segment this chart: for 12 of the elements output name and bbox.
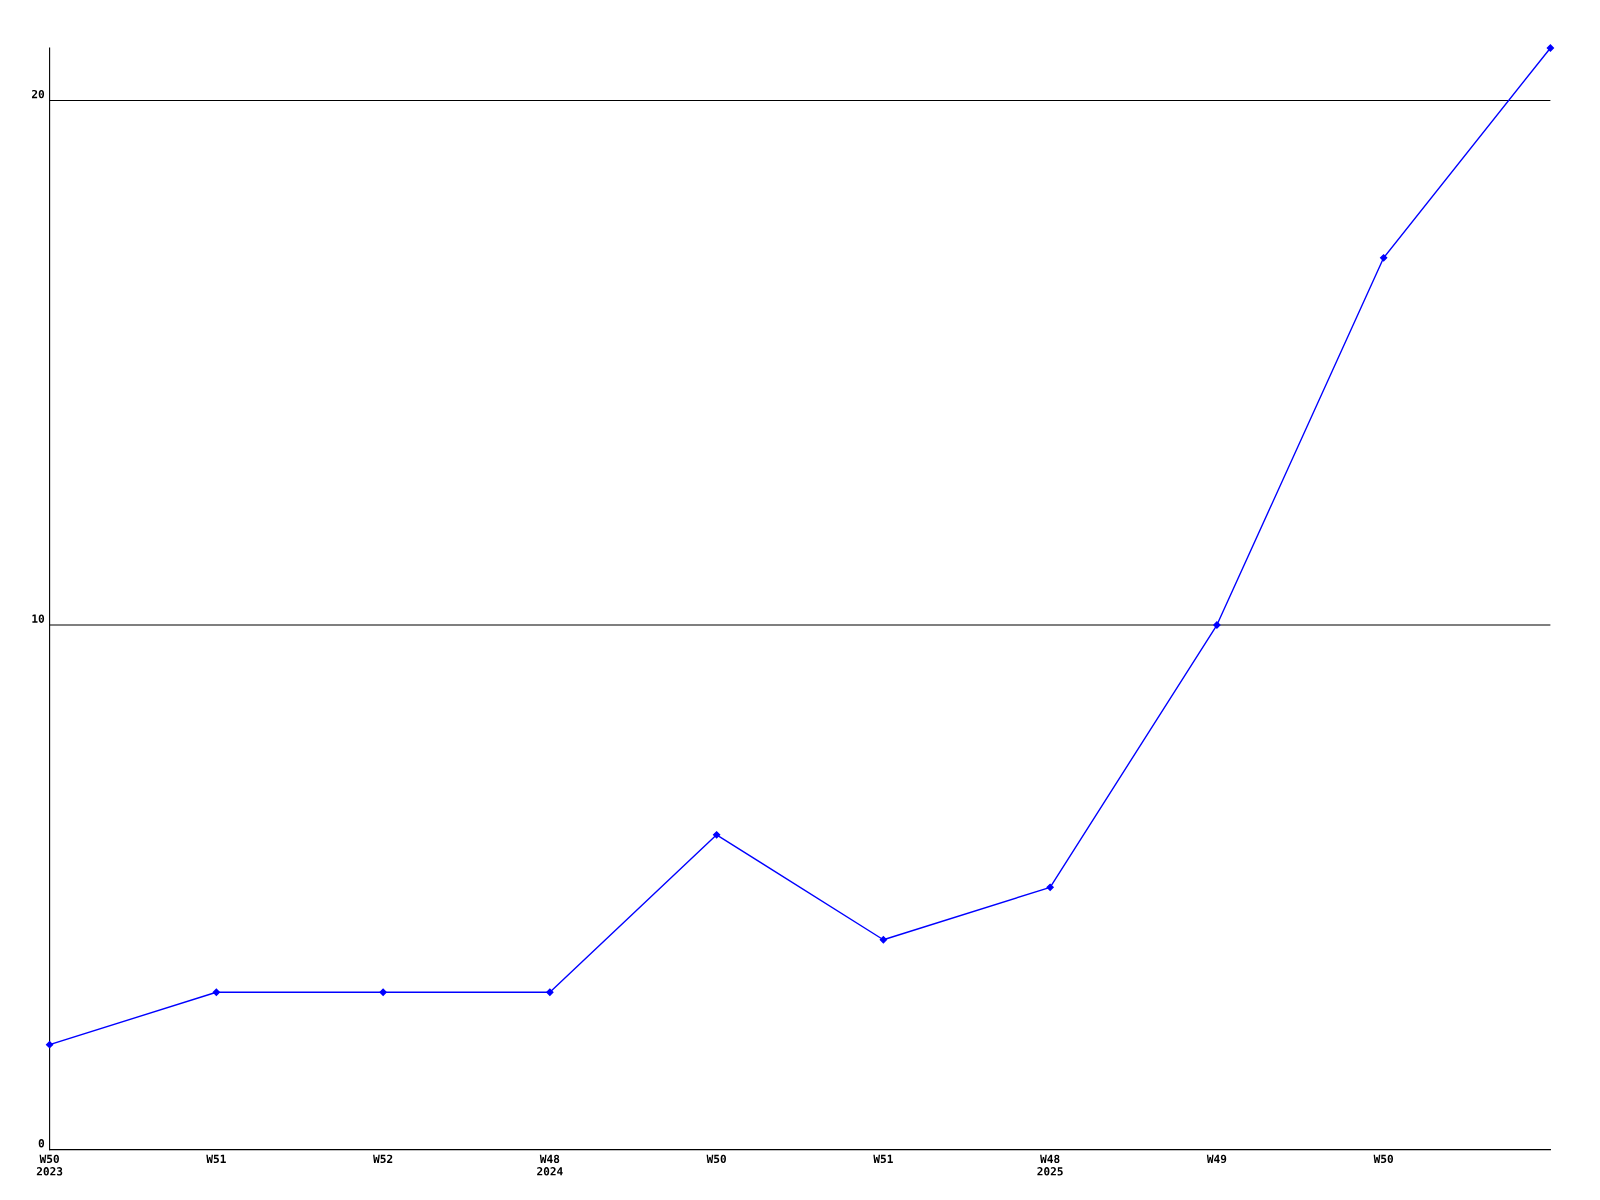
y-tick-label: 20	[31, 89, 45, 99]
x-tick-label: W51	[873, 1154, 893, 1164]
y-tick-label: 10	[32, 614, 45, 623]
x-tick-label: W50	[706, 1154, 726, 1164]
x-tick-label: W52	[373, 1154, 393, 1164]
y-tick-label: 0	[38, 1139, 45, 1148]
x-tick-label: W49	[1206, 1154, 1227, 1164]
x-tick-label: W50 2023	[36, 1154, 63, 1176]
x-tick-label: W50	[1373, 1154, 1394, 1164]
x-tick-label: W51	[206, 1154, 226, 1164]
x-tick-label: W48 2024	[537, 1154, 563, 1176]
x-tick-label: W48 2025	[1037, 1154, 1063, 1176]
